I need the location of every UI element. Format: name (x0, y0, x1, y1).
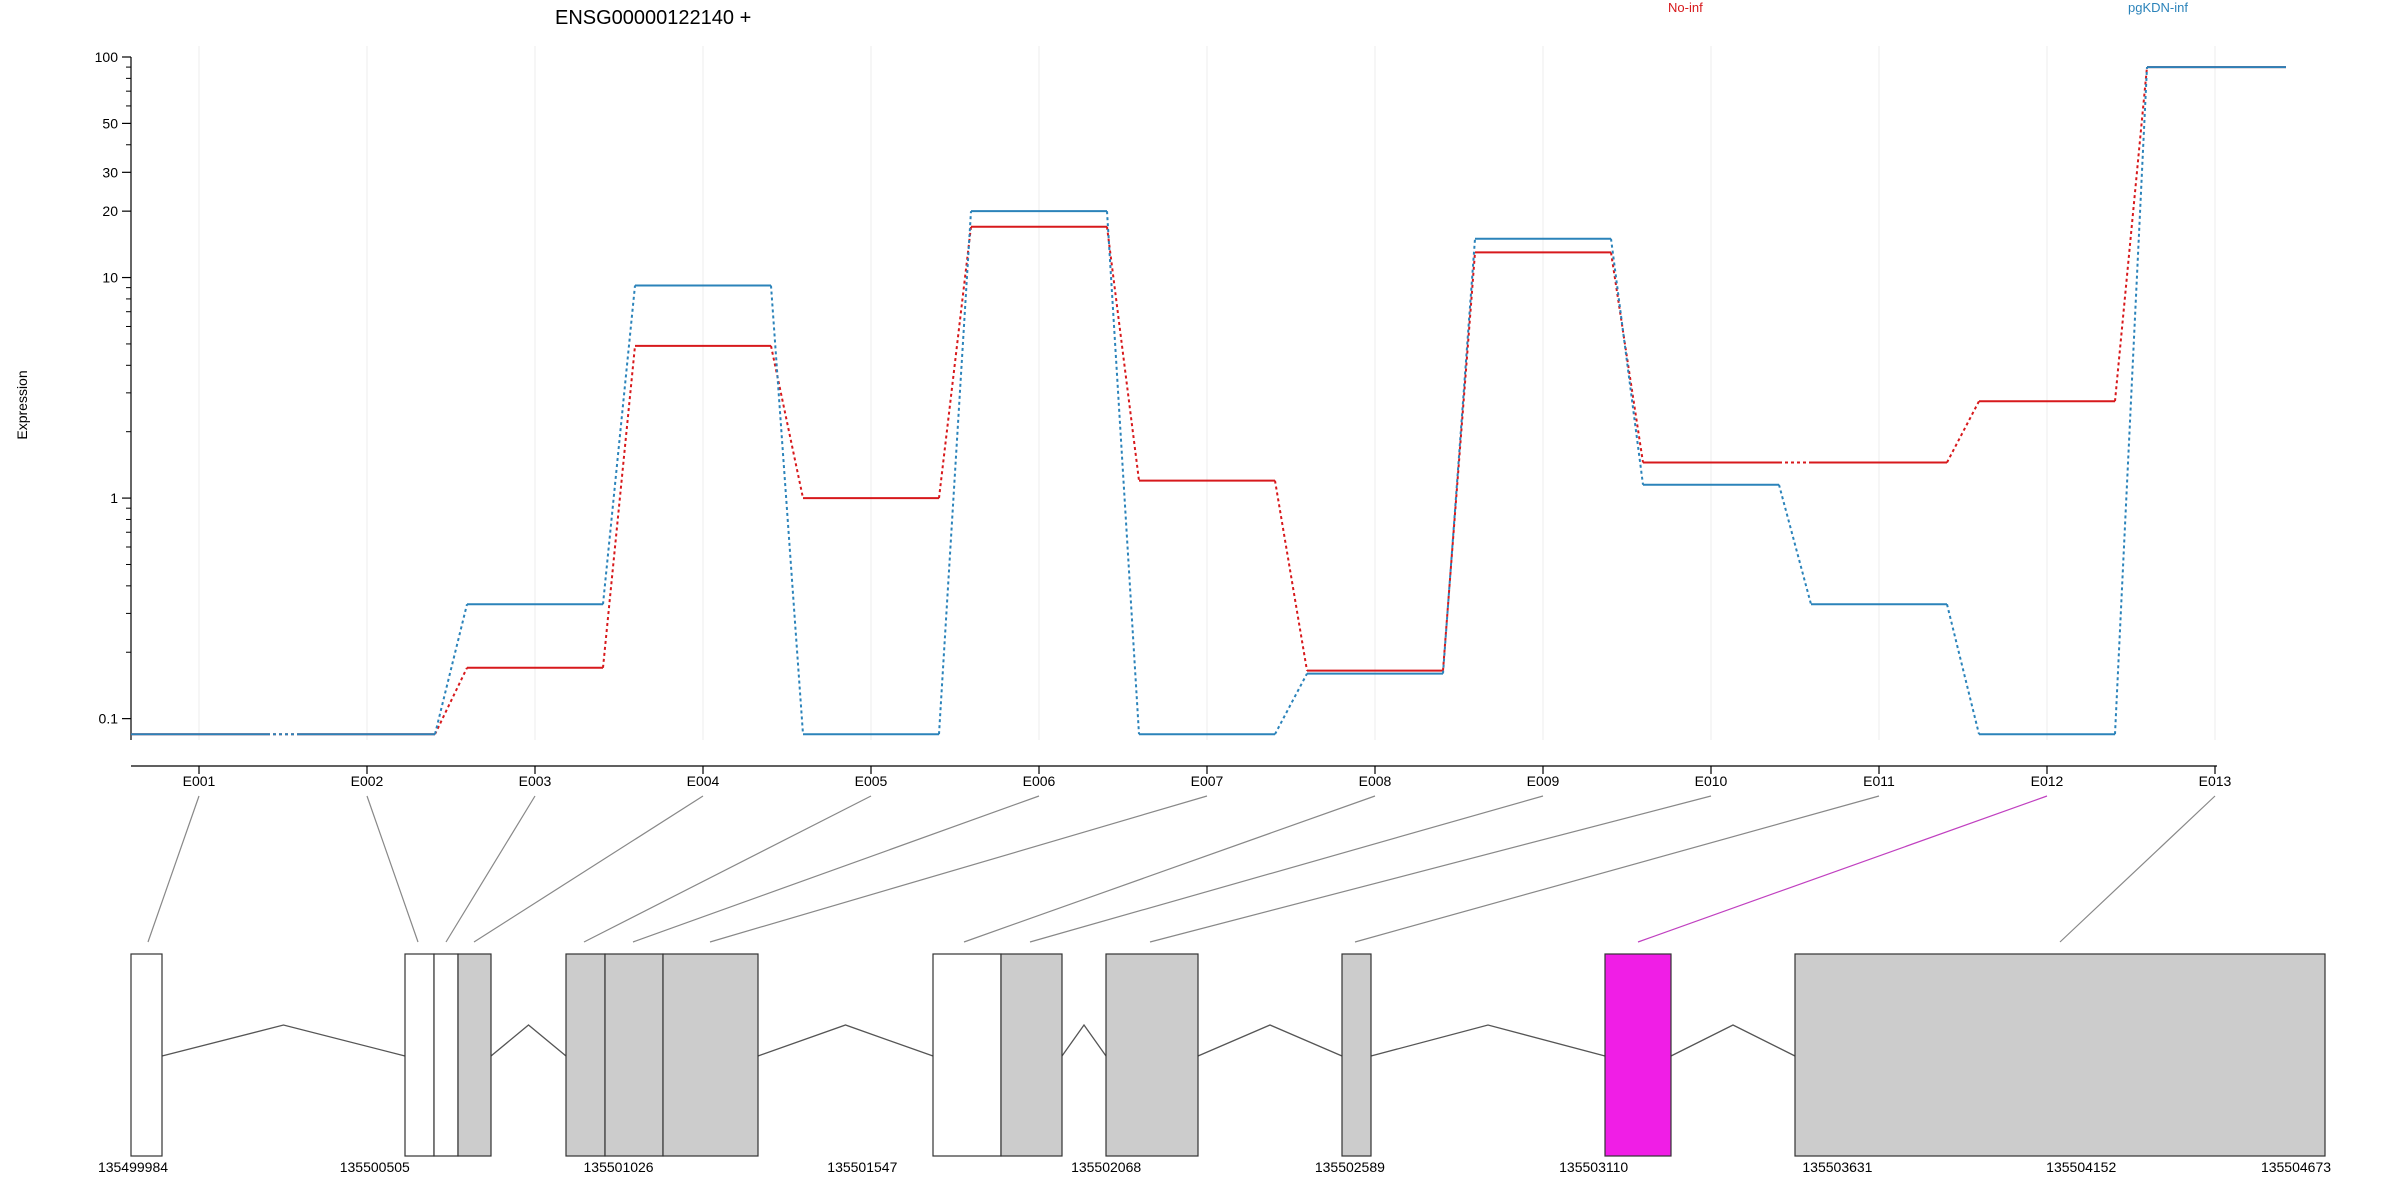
exon-connector (583, 795, 872, 943)
exon-box (1105, 953, 1199, 1157)
series-connector (1946, 400, 1980, 463)
x-tick-label: E005 (855, 773, 888, 789)
series-connector (1442, 238, 1476, 674)
intron-line (161, 1024, 406, 1057)
x-tick-label: E006 (1023, 773, 1056, 789)
exon-box (1794, 953, 2326, 1157)
exon-box (662, 953, 759, 1157)
y-axis: 0.1 1 10 20 30 50 100 (95, 49, 132, 740)
series-connector (2114, 67, 2148, 735)
series-connector (434, 667, 468, 735)
series-connector (602, 285, 636, 605)
exon-connector (2059, 795, 2216, 943)
x-tick-label: E002 (351, 773, 384, 789)
series-connector (1274, 480, 1308, 671)
exon-box (433, 953, 459, 1157)
genomic-coordinate-label: 135503110 (1559, 1159, 1628, 1175)
x-tick-label: E008 (1359, 773, 1392, 789)
y-tick-label: 50 (102, 115, 118, 131)
series-connector (770, 345, 804, 499)
exon-connector (632, 795, 1040, 943)
x-axis: E001 E002 E003 E004 E005 E006 E007 E008 E009 E010… (131, 765, 2232, 789)
x-tick-label: E004 (687, 773, 720, 789)
x-tick-label: E011 (1863, 773, 1895, 789)
genomic-coordinate-label: 135500505 (340, 1159, 410, 1175)
connector-lines (147, 795, 2216, 943)
series-connector (1106, 211, 1140, 735)
exon-connector (445, 795, 536, 943)
x-tick-label: E001 (183, 773, 216, 789)
series-connector (1610, 252, 1644, 463)
exon-box (565, 953, 606, 1157)
genomic-coordinate-label: 135503631 (1802, 1159, 1872, 1175)
series-connector (938, 211, 972, 735)
y-tick-label: 1 (110, 490, 118, 506)
exon-connector (147, 795, 200, 943)
x-tick-label: E003 (519, 773, 552, 789)
genomic-coordinate-label: 135502589 (1315, 1159, 1385, 1175)
gene-model (130, 953, 2326, 1157)
series-connector (770, 285, 804, 735)
genomic-coordinate-label: 135501026 (584, 1159, 654, 1175)
intron-line (1061, 1023, 1107, 1057)
highlighted-exon-box (1604, 953, 1672, 1157)
exon-box (457, 953, 492, 1157)
genomic-coordinate-label: 135501547 (827, 1159, 897, 1175)
intron-line (1197, 1024, 1343, 1057)
exon-box (1000, 953, 1063, 1157)
intron-line (490, 1024, 567, 1057)
exon-box (604, 953, 664, 1157)
y-tick-label: 0.1 (99, 711, 119, 727)
exon-connector (473, 795, 704, 943)
y-tick-label: 100 (95, 49, 119, 65)
exon-connector (709, 795, 1208, 943)
intron-line (1670, 1024, 1796, 1057)
series-connector (2114, 66, 2148, 402)
exon-connector (963, 795, 1376, 943)
exon-box (404, 953, 435, 1157)
series-connector (1274, 673, 1308, 735)
series-connector (1106, 226, 1140, 481)
x-tick-label: E009 (1527, 773, 1560, 789)
exon-box (932, 953, 1002, 1157)
legend-pgkdn-inf: pgKDN-inf (2128, 0, 2188, 15)
genomic-coordinate-label: 135499984 (98, 1159, 168, 1175)
exon-connector (1029, 795, 1544, 943)
exon-box (1341, 953, 1372, 1157)
genomic-coordinate-label: 135504152 (2046, 1159, 2116, 1175)
y-tick-label: 20 (102, 203, 118, 219)
y-tick-label: 30 (102, 164, 118, 180)
x-tick-label: E012 (2031, 773, 2064, 789)
legend-no-inf: No-inf (1668, 0, 1703, 15)
x-tick-label: E010 (1695, 773, 1728, 789)
series-connector (1442, 252, 1476, 671)
plot-title: ENSG00000122140 + (555, 7, 751, 29)
y-tick-label: 10 (102, 270, 118, 286)
exon-connector (1149, 795, 1712, 943)
series-connector (1946, 604, 1980, 735)
genomic-coordinate-label: 135504673 (2261, 1159, 2331, 1175)
exon-connector (1354, 795, 1880, 943)
genomic-axis: 135499984 135500505 135501026 135501547 1355… (98, 1159, 2331, 1175)
y-axis-label: Expression (14, 370, 30, 439)
series-connector (1610, 238, 1644, 485)
highlighted-connector (1637, 795, 2048, 943)
grid-lines (198, 46, 2216, 740)
intron-line (757, 1024, 934, 1057)
series-lines (131, 66, 2286, 736)
exon-box (130, 953, 163, 1157)
genomic-coordinate-label: 135502068 (1071, 1159, 1141, 1175)
x-tick-label: E007 (1191, 773, 1224, 789)
intron-line (1370, 1024, 1606, 1057)
series-connector (434, 604, 468, 735)
series-connector (602, 345, 636, 668)
series-connector (1778, 484, 1812, 605)
x-tick-label: E013 (2199, 773, 2232, 789)
exon-connector (366, 795, 419, 943)
